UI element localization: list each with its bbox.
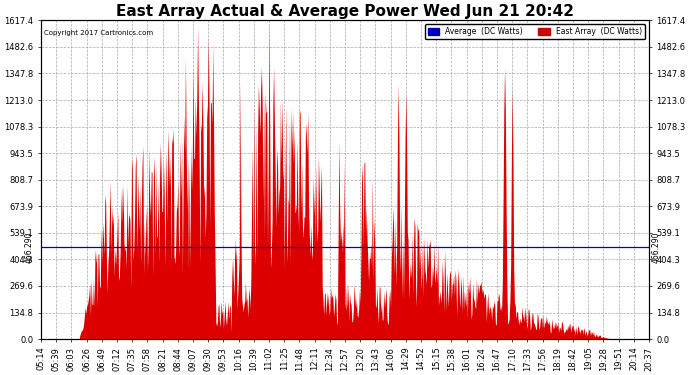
Text: Copyright 2017 Cartronics.com: Copyright 2017 Cartronics.com <box>44 30 153 36</box>
Text: 466.290: 466.290 <box>652 231 661 263</box>
Legend: Average  (DC Watts), East Array  (DC Watts): Average (DC Watts), East Array (DC Watts… <box>425 24 645 39</box>
Title: East Array Actual & Average Power Wed Jun 21 20:42: East Array Actual & Average Power Wed Ju… <box>116 4 574 19</box>
Text: 466.290: 466.290 <box>24 231 33 263</box>
